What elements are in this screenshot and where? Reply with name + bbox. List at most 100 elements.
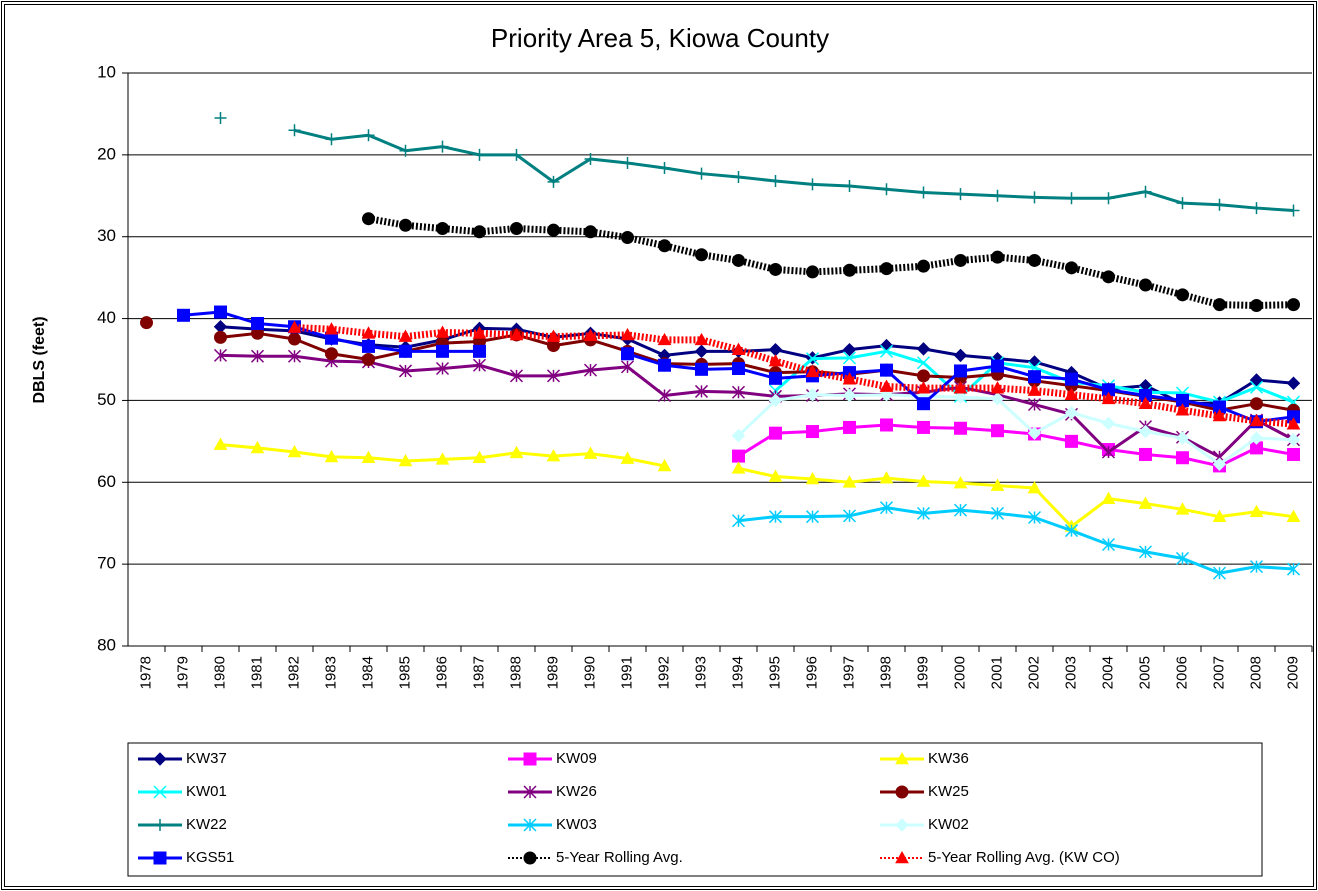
point bbox=[583, 363, 598, 377]
x-tick-label: 2004 bbox=[1099, 656, 1116, 689]
point bbox=[1213, 198, 1226, 211]
legend-label: KW22 bbox=[186, 816, 227, 833]
point bbox=[917, 420, 930, 434]
point bbox=[1175, 403, 1190, 416]
x-tick-label: 1985 bbox=[396, 656, 413, 689]
legend-label: KW25 bbox=[928, 783, 969, 800]
point bbox=[546, 449, 561, 462]
x-tick-label: 2007 bbox=[1210, 656, 1227, 689]
y-tick-label: 10 bbox=[97, 62, 116, 81]
point bbox=[288, 332, 301, 346]
point bbox=[1287, 447, 1300, 461]
legend-marker bbox=[153, 752, 167, 766]
legend-label: KW01 bbox=[186, 783, 227, 800]
point bbox=[768, 510, 783, 524]
point bbox=[732, 170, 745, 183]
point bbox=[658, 239, 671, 253]
point bbox=[140, 316, 153, 330]
y-tick-label: 40 bbox=[97, 308, 116, 327]
point bbox=[1101, 391, 1116, 405]
point bbox=[694, 332, 709, 346]
x-tick-label: 1986 bbox=[433, 656, 450, 689]
point bbox=[1249, 380, 1264, 394]
x-tick-label: 1996 bbox=[803, 656, 820, 689]
point bbox=[1176, 288, 1189, 302]
point bbox=[731, 428, 746, 443]
point bbox=[251, 316, 264, 330]
point bbox=[472, 326, 487, 339]
x-tick-label: 1984 bbox=[359, 656, 376, 689]
point bbox=[584, 152, 597, 165]
point bbox=[879, 338, 894, 353]
point bbox=[583, 446, 598, 459]
point bbox=[1249, 413, 1264, 427]
point bbox=[954, 421, 967, 435]
point bbox=[288, 124, 301, 137]
point bbox=[953, 381, 968, 394]
point bbox=[435, 361, 450, 376]
point bbox=[917, 369, 930, 383]
point bbox=[990, 392, 1005, 406]
legend-label: KW37 bbox=[186, 750, 227, 767]
point bbox=[1138, 396, 1153, 410]
point bbox=[1065, 192, 1078, 205]
point bbox=[991, 359, 1004, 373]
x-tick-label: 1997 bbox=[840, 656, 857, 689]
legend-label: KW09 bbox=[556, 750, 597, 767]
point bbox=[214, 305, 227, 319]
point bbox=[1101, 537, 1116, 552]
point bbox=[1064, 524, 1079, 538]
x-tick-label: 1983 bbox=[322, 656, 339, 689]
point bbox=[1286, 509, 1301, 522]
point bbox=[805, 364, 820, 378]
point bbox=[1212, 566, 1227, 580]
point bbox=[1065, 372, 1078, 386]
series-line bbox=[294, 128, 1294, 213]
x-tick-label: 2000 bbox=[951, 656, 968, 689]
point bbox=[362, 212, 375, 226]
point bbox=[435, 452, 450, 465]
point bbox=[842, 509, 857, 523]
x-tick-label: 1999 bbox=[914, 656, 931, 689]
series-line bbox=[737, 393, 1294, 466]
x-tick-label: 2006 bbox=[1173, 656, 1190, 689]
point bbox=[398, 329, 413, 342]
point bbox=[879, 344, 894, 358]
point bbox=[472, 450, 487, 464]
legend-box bbox=[127, 742, 1263, 877]
point bbox=[991, 250, 1004, 264]
series-line bbox=[737, 423, 1294, 468]
point bbox=[398, 364, 413, 378]
series-line bbox=[220, 353, 1295, 459]
y-tick-label: 60 bbox=[97, 472, 116, 491]
point bbox=[1286, 376, 1301, 390]
point bbox=[879, 379, 894, 392]
point bbox=[509, 445, 524, 459]
point bbox=[287, 320, 302, 333]
point bbox=[1212, 457, 1227, 471]
point bbox=[694, 344, 709, 359]
point bbox=[1249, 431, 1264, 445]
x-tick-label: 1981 bbox=[248, 656, 265, 689]
point bbox=[880, 183, 893, 196]
legend-label: KW03 bbox=[556, 816, 597, 833]
point bbox=[399, 218, 412, 232]
point bbox=[1175, 502, 1190, 515]
x-tick-label: 2003 bbox=[1062, 656, 1079, 689]
point bbox=[953, 390, 968, 404]
point bbox=[732, 253, 745, 267]
point bbox=[287, 444, 302, 458]
point bbox=[510, 148, 523, 161]
point bbox=[769, 175, 782, 188]
point bbox=[473, 148, 486, 161]
point bbox=[954, 188, 967, 201]
point bbox=[657, 332, 672, 346]
point bbox=[1101, 416, 1116, 431]
point bbox=[1028, 370, 1041, 384]
x-tick-label: 2008 bbox=[1247, 656, 1264, 689]
point bbox=[731, 514, 746, 528]
x-tick-label: 1995 bbox=[766, 656, 783, 689]
point bbox=[953, 348, 968, 363]
y-tick-label: 30 bbox=[97, 226, 116, 245]
point bbox=[1065, 434, 1078, 448]
